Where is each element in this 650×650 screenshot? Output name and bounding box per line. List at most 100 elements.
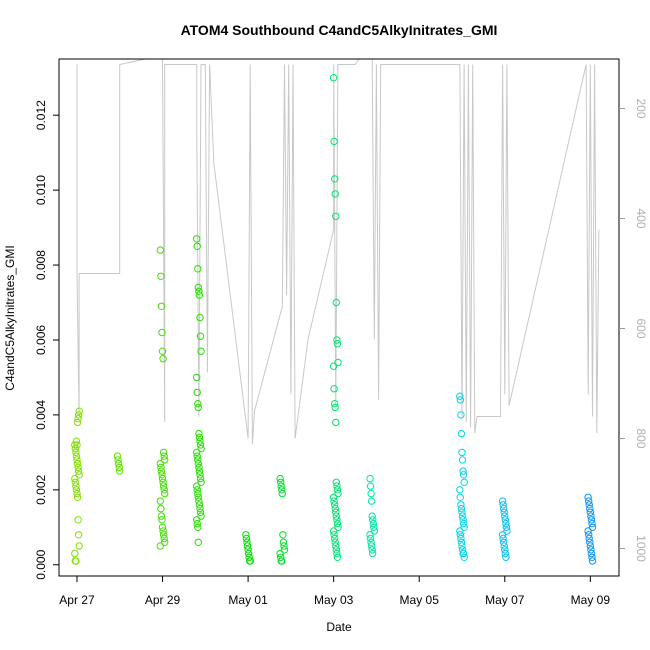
data-point — [72, 452, 81, 460]
data-point — [458, 456, 467, 464]
data-point — [72, 448, 80, 457]
data-point — [73, 489, 81, 498]
data-point — [157, 467, 166, 475]
data-point — [588, 553, 596, 561]
data-point — [456, 527, 464, 535]
data-point — [501, 512, 509, 520]
data-point — [193, 242, 201, 251]
data-point — [156, 459, 165, 468]
plot-frame — [58, 58, 620, 577]
data-point — [457, 504, 466, 513]
data-point — [332, 478, 340, 486]
data-point — [72, 557, 80, 565]
data-point — [456, 493, 464, 501]
data-point — [245, 553, 253, 561]
data-point — [329, 362, 338, 370]
data-point — [158, 516, 166, 524]
data-point — [333, 519, 342, 528]
data-point — [503, 527, 511, 535]
data-point — [194, 523, 202, 531]
data-point — [74, 463, 82, 472]
data-point — [71, 474, 79, 483]
data-point — [279, 538, 288, 546]
data-point — [460, 478, 468, 486]
data-point — [157, 302, 166, 310]
data-point — [331, 190, 339, 198]
data-point — [161, 456, 169, 464]
y-tick-label: 0.002 — [34, 474, 48, 504]
data-point — [71, 549, 79, 558]
x-tick-label: May 05 — [400, 593, 440, 607]
data-point — [196, 471, 204, 479]
y-tick-label: 0.010 — [34, 175, 48, 205]
data-point — [331, 504, 339, 513]
data-point — [158, 474, 167, 483]
data-point — [196, 441, 205, 449]
data-point — [332, 512, 340, 520]
x-tick-label: May 01 — [228, 593, 268, 607]
data-point — [329, 74, 338, 82]
data-point — [367, 542, 376, 550]
data-point — [459, 549, 468, 558]
data-point — [370, 523, 378, 531]
data-point — [332, 298, 340, 307]
data-point — [332, 418, 340, 427]
data-point — [157, 504, 165, 513]
data-point — [194, 459, 203, 468]
data-point — [195, 287, 203, 295]
data-point — [330, 531, 338, 539]
data-point — [457, 538, 466, 546]
data-point — [331, 534, 339, 543]
data-point — [331, 175, 339, 183]
data-point — [194, 456, 202, 464]
data-point — [586, 504, 594, 513]
data-point — [366, 482, 375, 490]
data-point — [368, 512, 376, 520]
data-point — [586, 538, 594, 546]
data-point — [332, 508, 340, 516]
data-point — [73, 459, 82, 468]
data-point — [367, 538, 375, 546]
data-point — [160, 452, 168, 460]
data-point — [459, 516, 467, 524]
data-point — [244, 549, 253, 558]
data-point — [195, 497, 203, 505]
data-point — [74, 516, 82, 524]
data-point — [459, 467, 467, 475]
data-point — [334, 523, 342, 531]
data-point — [460, 553, 468, 561]
data-point — [193, 373, 201, 382]
data-point — [502, 553, 510, 561]
data-point — [278, 557, 286, 565]
data-point — [588, 523, 597, 531]
data-point — [369, 519, 377, 528]
data-point — [277, 553, 285, 561]
data-point — [276, 549, 284, 558]
data-point — [195, 429, 203, 438]
data-point — [588, 557, 597, 565]
data-point — [161, 489, 169, 498]
data-point — [457, 411, 465, 419]
data-point — [196, 504, 204, 513]
data-point — [458, 546, 467, 554]
data-point — [333, 486, 342, 494]
data-point — [585, 501, 593, 509]
data-point — [458, 448, 466, 457]
data-point — [158, 523, 167, 531]
data-point — [330, 385, 338, 393]
data-point — [501, 546, 509, 554]
data-point — [329, 493, 338, 501]
data-point — [197, 444, 205, 453]
data-point — [244, 546, 252, 554]
data-point — [333, 516, 341, 524]
data-point — [586, 508, 594, 516]
x-tick-label: May 07 — [485, 593, 525, 607]
data-point — [333, 549, 341, 558]
data-point — [116, 467, 124, 475]
data-point — [370, 527, 379, 535]
data-point — [278, 486, 286, 494]
data-point — [158, 347, 167, 355]
data-point — [456, 531, 464, 539]
data-point — [500, 542, 508, 550]
data-point — [194, 283, 203, 292]
